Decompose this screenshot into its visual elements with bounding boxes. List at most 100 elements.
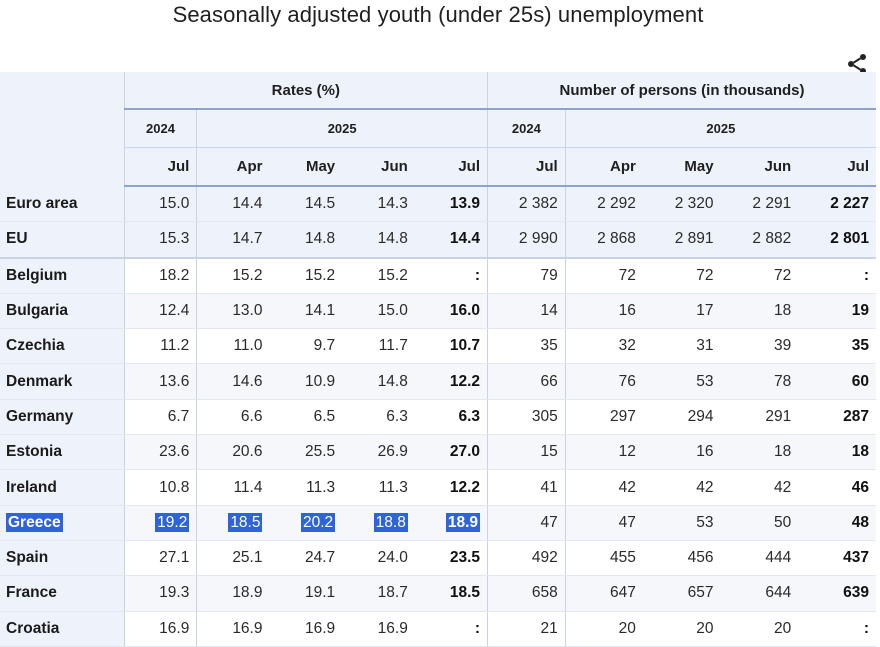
cell-value: 23.6 bbox=[159, 443, 190, 461]
row-label: Denmark bbox=[0, 363, 125, 400]
cell-value: 11.7 bbox=[378, 337, 408, 355]
cell-value: 23.5 bbox=[449, 549, 481, 567]
table-cell: 18 bbox=[720, 434, 799, 471]
table-cell: 12.4 bbox=[124, 293, 197, 330]
table-cell: 19.1 bbox=[269, 575, 343, 612]
table-cell: 46 bbox=[798, 469, 876, 506]
cell-value: 18 bbox=[773, 302, 792, 320]
cell-value: 456 bbox=[687, 549, 714, 567]
cell-value: 35 bbox=[851, 337, 869, 355]
cell-value: 658 bbox=[531, 584, 558, 602]
cell-value: 25.1 bbox=[232, 549, 263, 567]
table-row: Denmark 13.6 14.6 10.9 14.8 12.2 66 76 53 78 60 bbox=[0, 363, 876, 400]
table-cell: 66 bbox=[487, 363, 566, 400]
cell-value: 16.9 bbox=[304, 619, 336, 637]
cell-value: 14.8 bbox=[377, 230, 408, 248]
cell-value: 60 bbox=[851, 372, 869, 390]
table-cell: 647 bbox=[564, 575, 643, 612]
table-cell: 25.1 bbox=[196, 540, 270, 577]
cell-value: 20 bbox=[696, 619, 714, 637]
table-cell: 72 bbox=[564, 257, 643, 294]
cell-value: 35 bbox=[540, 337, 558, 355]
cell-value: 455 bbox=[610, 549, 636, 567]
cell-value: 47 bbox=[540, 513, 558, 531]
cell-value: 657 bbox=[687, 584, 714, 602]
cell-value: 287 bbox=[843, 407, 869, 425]
table-cell: 31 bbox=[642, 328, 721, 365]
cell-value: 53 bbox=[696, 513, 714, 531]
table-cell: 639 bbox=[798, 575, 876, 612]
group-header-rates: Rates (%) bbox=[124, 72, 488, 110]
cell-value: 27.0 bbox=[449, 443, 481, 461]
row-label: Czechia bbox=[0, 328, 125, 365]
cell-value: 6.3 bbox=[386, 407, 408, 425]
cell-value: 20 bbox=[773, 619, 792, 637]
table-cell: 12.2 bbox=[414, 469, 488, 506]
table-cell: 456 bbox=[642, 540, 721, 577]
cell-value: 444 bbox=[765, 549, 792, 567]
cell-value: 13.9 bbox=[449, 195, 481, 213]
table-cell: 6.3 bbox=[414, 399, 488, 436]
table-cell: 11.4 bbox=[196, 469, 270, 506]
table-row: Spain 27.1 25.1 24.7 24.0 23.5 492 455 456 444 437 bbox=[0, 540, 876, 577]
table-cell: 6.7 bbox=[124, 399, 197, 436]
cell-value: 42 bbox=[773, 478, 792, 496]
cell-value: 2 227 bbox=[830, 195, 869, 213]
month-header: Jun bbox=[720, 147, 799, 187]
cell-value: 13.0 bbox=[232, 302, 263, 320]
cell-value: 11.4 bbox=[233, 478, 263, 496]
cell-value: 2 382 bbox=[518, 195, 558, 213]
table-cell: 27.1 bbox=[124, 540, 197, 577]
table-cell: 294 bbox=[642, 399, 721, 436]
table-cell: 18.7 bbox=[342, 575, 415, 612]
table-cell: 12.2 bbox=[414, 363, 488, 400]
row-label: Ireland bbox=[0, 469, 125, 506]
table-cell: 14.4 bbox=[414, 221, 488, 259]
cell-value: 18.2 bbox=[159, 266, 190, 284]
table-cell: 15.2 bbox=[196, 257, 270, 294]
row-label-text: Belgium bbox=[6, 266, 68, 284]
cell-value: 15.2 bbox=[304, 266, 336, 284]
cell-value: 644 bbox=[765, 584, 792, 602]
month-header: Jul bbox=[487, 147, 566, 187]
table-cell: 2 891 bbox=[642, 221, 721, 259]
table-cell: 18.9 bbox=[414, 505, 488, 541]
table-cell: 50 bbox=[720, 505, 799, 541]
row-label-text: Croatia bbox=[6, 619, 60, 637]
cell-value: 14.4 bbox=[449, 230, 481, 248]
cell-value: 294 bbox=[687, 407, 714, 425]
table-cell: 18.5 bbox=[196, 505, 270, 541]
month-header: May bbox=[642, 147, 721, 187]
cell-value: 2 891 bbox=[674, 230, 714, 248]
table-cell: 10.8 bbox=[124, 469, 197, 506]
cell-value: 18 bbox=[773, 443, 792, 461]
table-cell: 19.3 bbox=[124, 575, 197, 612]
cell-value: 6.3 bbox=[458, 407, 481, 425]
table-cell: 16 bbox=[642, 434, 721, 471]
table-cell: 20.2 bbox=[269, 505, 343, 541]
table-cell: 15.2 bbox=[342, 257, 415, 294]
cell-value: 639 bbox=[843, 584, 869, 602]
cell-value: 2 292 bbox=[597, 195, 636, 213]
cell-value: 47 bbox=[618, 513, 636, 531]
table-cell: 13.0 bbox=[196, 293, 270, 330]
table-cell: 47 bbox=[564, 505, 643, 541]
table-cell: 9.7 bbox=[269, 328, 343, 365]
cell-value: 15.2 bbox=[232, 266, 263, 284]
table-cell: 72 bbox=[720, 257, 799, 294]
cell-value: 20.6 bbox=[232, 443, 263, 461]
cell-value: 10.8 bbox=[159, 478, 190, 496]
table-cell: 35 bbox=[798, 328, 876, 365]
cell-value: 53 bbox=[696, 372, 714, 390]
cell-value: 14.3 bbox=[377, 195, 408, 213]
cell-value: 19.1 bbox=[304, 584, 336, 602]
cell-value: 41 bbox=[540, 478, 558, 496]
cell-value: 2 990 bbox=[518, 230, 558, 248]
cell-value: 21 bbox=[540, 619, 558, 637]
table-cell: 42 bbox=[564, 469, 643, 506]
cell-value: 18.5 bbox=[449, 584, 481, 602]
cell-value: 10.7 bbox=[449, 337, 481, 355]
table-cell: 2 382 bbox=[487, 186, 566, 223]
cell-value: 72 bbox=[696, 266, 714, 284]
cell-value: 48 bbox=[851, 513, 869, 531]
